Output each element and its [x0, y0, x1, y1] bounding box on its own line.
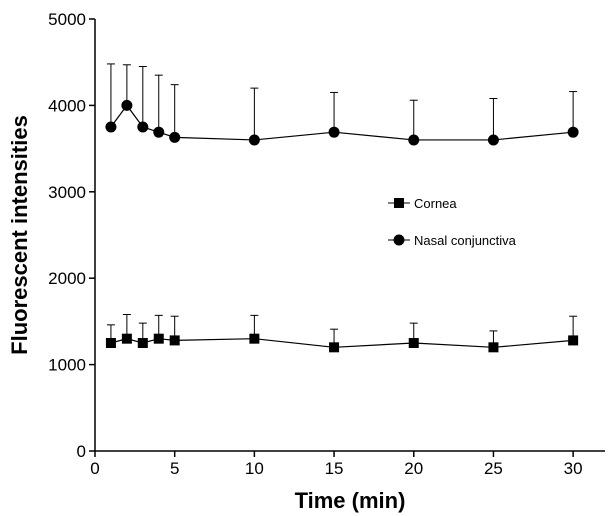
point-nasal-conjunctiva	[408, 134, 420, 146]
x-tick-label: 20	[404, 459, 423, 478]
x-tick-label: 10	[245, 459, 264, 478]
point-cornea	[153, 333, 164, 344]
x-tick-label: 25	[484, 459, 503, 478]
point-nasal-conjunctiva	[169, 131, 181, 143]
y-tick-label: 1000	[48, 356, 86, 375]
y-axis-title: Fluorescent intensities	[7, 115, 32, 355]
legend-label-nasal-conjunctiva: Nasal conjunctiva	[414, 233, 517, 248]
point-cornea	[249, 333, 260, 344]
point-nasal-conjunctiva	[153, 126, 165, 138]
point-cornea	[169, 335, 180, 346]
x-tick-label: 0	[90, 459, 99, 478]
series-line-cornea	[110, 338, 574, 348]
legend: Cornea Nasal conjunctiva	[388, 196, 517, 248]
point-cornea	[488, 342, 499, 353]
point-nasal-conjunctiva	[121, 99, 133, 111]
series-line-nasal-conjunctiva	[110, 104, 574, 141]
axes	[94, 19, 605, 452]
point-cornea	[121, 333, 132, 344]
legend-label-cornea: Cornea	[414, 196, 457, 211]
series-lines	[110, 104, 574, 348]
point-nasal-conjunctiva	[487, 134, 499, 146]
point-cornea	[329, 342, 340, 353]
point-cornea	[408, 338, 419, 348]
x-axis-title: Time (min)	[295, 488, 406, 513]
legend-item-cornea: Cornea	[388, 196, 457, 211]
y-ticks: 0 1000 2000 3000 4000 5000	[48, 10, 95, 461]
x-ticks: 0 5 10 15 20 25 30	[90, 451, 583, 478]
legend-marker-square-icon	[394, 198, 404, 208]
y-tick-label: 3000	[48, 183, 86, 202]
point-cornea	[105, 338, 116, 348]
point-nasal-conjunctiva	[328, 126, 340, 138]
point-nasal-conjunctiva	[105, 121, 117, 133]
x-tick-label: 5	[170, 459, 179, 478]
legend-item-nasal-conjunctiva: Nasal conjunctiva	[388, 233, 517, 248]
point-cornea	[568, 335, 579, 346]
legend-marker-circle-icon	[393, 234, 405, 246]
y-tick-label: 5000	[48, 10, 86, 29]
y-tick-label: 0	[77, 442, 86, 461]
point-nasal-conjunctiva	[248, 134, 260, 146]
series-markers	[105, 99, 579, 353]
point-nasal-conjunctiva	[567, 126, 579, 138]
x-tick-label: 30	[564, 459, 583, 478]
point-cornea	[137, 338, 148, 348]
point-nasal-conjunctiva	[137, 121, 149, 133]
error-bars	[106, 63, 578, 348]
y-tick-label: 2000	[48, 269, 86, 288]
x-tick-label: 15	[325, 459, 344, 478]
y-tick-label: 4000	[48, 96, 86, 115]
